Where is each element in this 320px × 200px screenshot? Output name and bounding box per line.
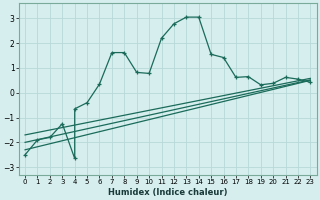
X-axis label: Humidex (Indice chaleur): Humidex (Indice chaleur)	[108, 188, 228, 197]
